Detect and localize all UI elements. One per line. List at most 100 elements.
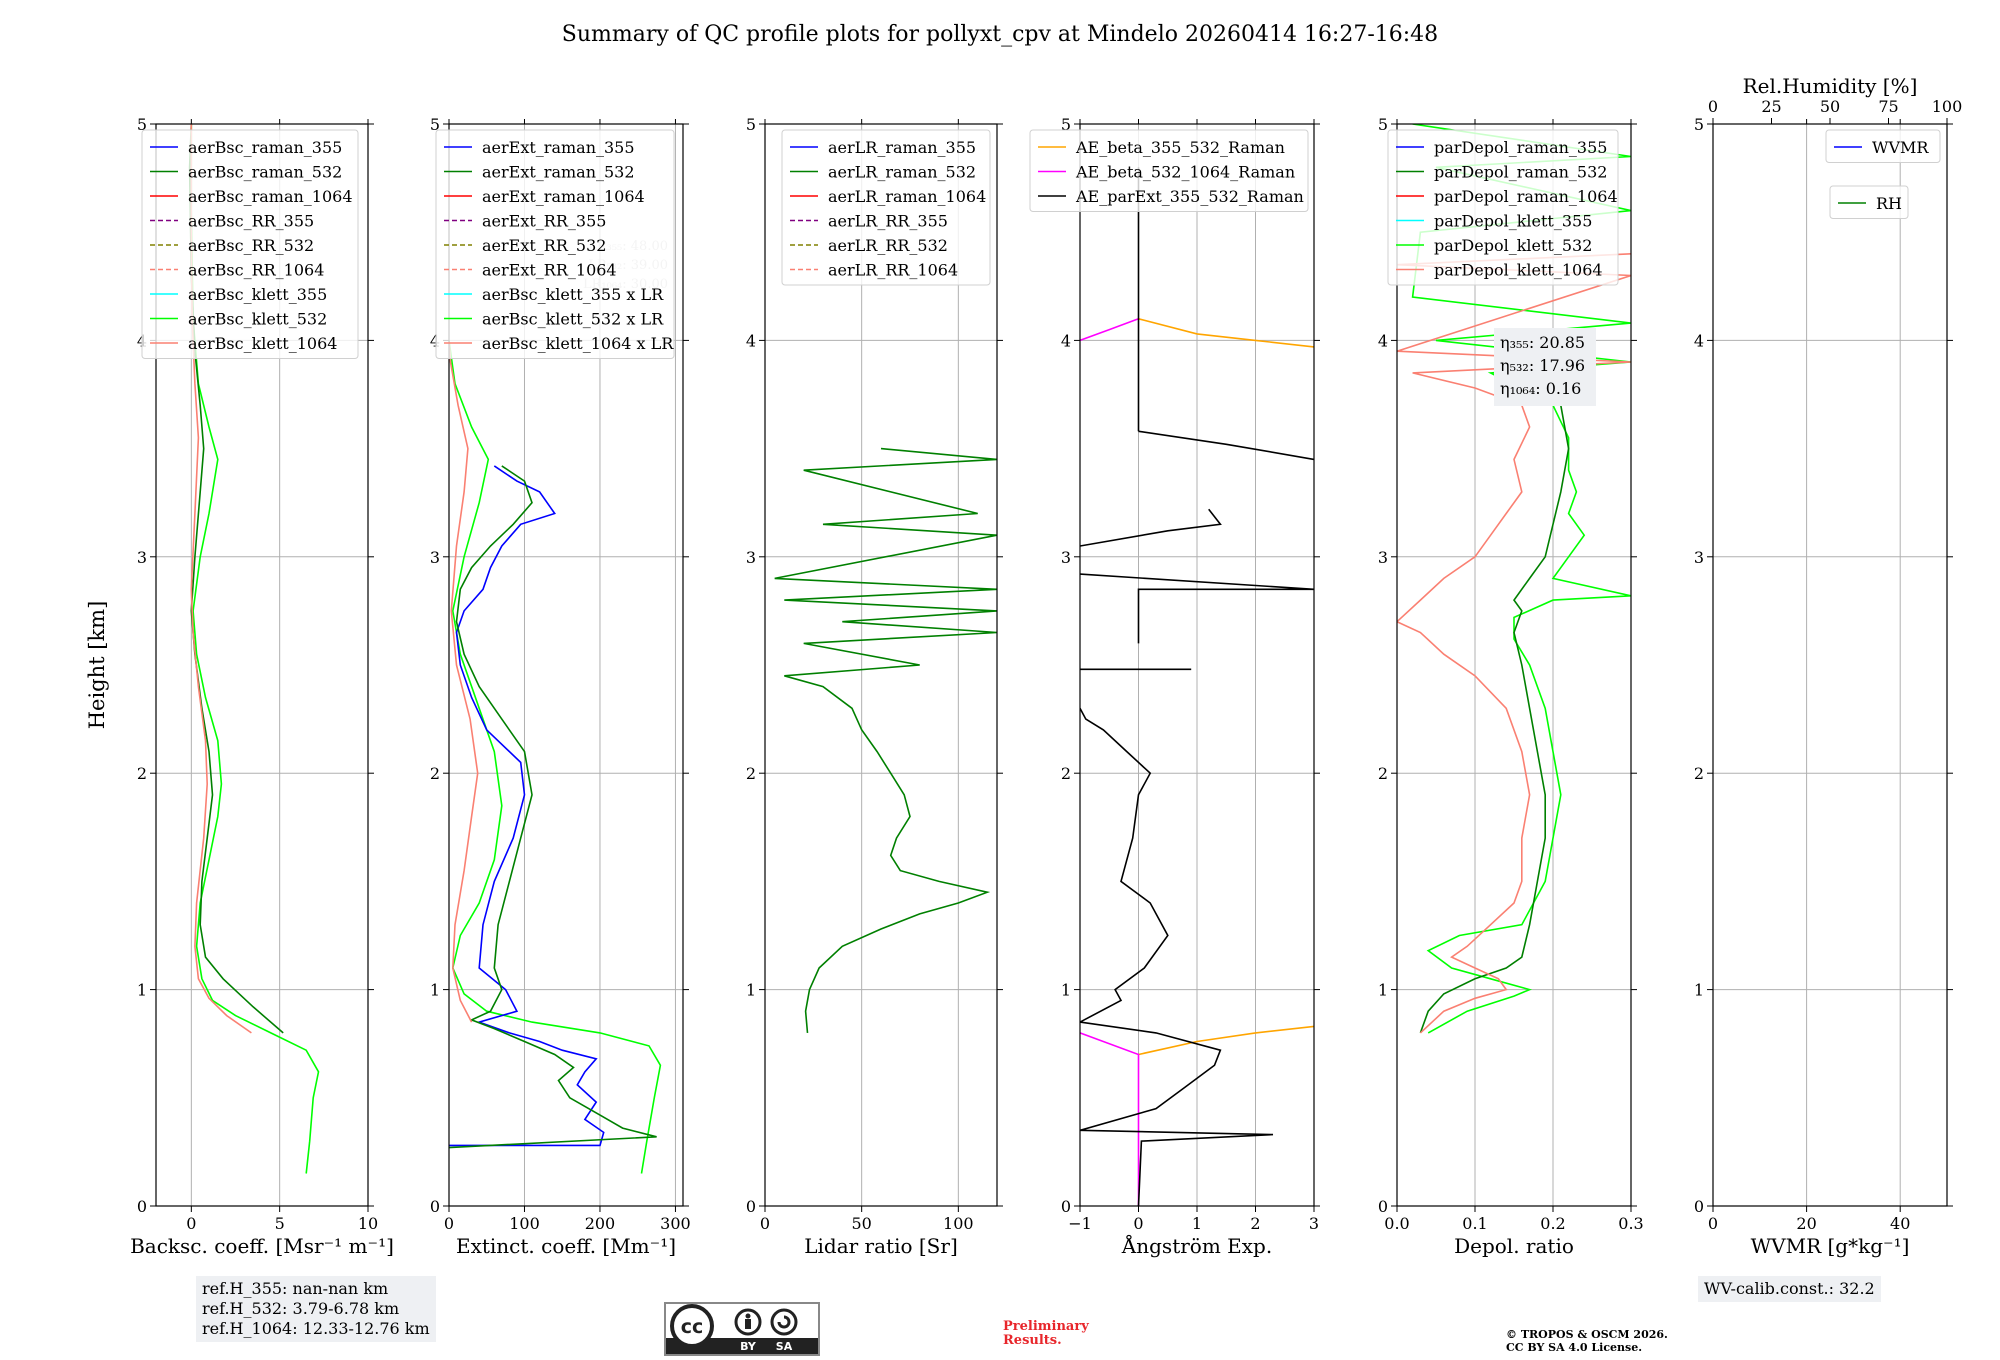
y-tick-label: 2 bbox=[1061, 764, 1071, 783]
legend-label: parDepol_raman_532 bbox=[1434, 163, 1607, 182]
series-line-AE_parExt_segment_6 bbox=[1138, 430, 1314, 461]
top-x-tick-label: 50 bbox=[1820, 97, 1840, 116]
y-tick-label: 2 bbox=[1694, 764, 1704, 783]
legend-label: parDepol_klett_1064 bbox=[1434, 261, 1603, 280]
legend: aerLR_raman_355 aerLR_raman_532 aerLR_rama… bbox=[781, 129, 991, 286]
legend-label: WVMR bbox=[1872, 138, 1929, 157]
y-tick-label: 0 bbox=[1378, 1197, 1388, 1216]
legend-label: aerBsc_raman_1064 bbox=[188, 187, 353, 206]
y-tick-label: 3 bbox=[1061, 548, 1071, 567]
legend-frame bbox=[781, 129, 991, 286]
axes-frame bbox=[1396, 123, 1632, 1207]
series-group bbox=[449, 340, 662, 1174]
legend-label: aerExt_RR_532 bbox=[482, 236, 606, 255]
y-tick-label: 5 bbox=[1694, 115, 1704, 134]
y-tick-label: 1 bbox=[430, 981, 440, 1000]
y-tick-label: 0 bbox=[137, 1197, 147, 1216]
x-tick-label: −1 bbox=[1068, 1214, 1092, 1233]
axes-frame bbox=[155, 123, 369, 1207]
legend-label: aerLR_raman_532 bbox=[828, 163, 976, 182]
top-x-axis-label: Rel.Humidity [%] bbox=[1743, 74, 1918, 98]
x-tick-label: 10 bbox=[358, 1214, 378, 1233]
panel-wv: 0 20 40 0 1 2 3 4 5 WVMR [g*kg⁻¹] 0 25 50 75 100 Rel.Hu… bbox=[1694, 74, 1962, 1258]
eta-note: η₃₅₅: 20.85 bbox=[1500, 333, 1585, 352]
legend-label: aerBsc_RR_532 bbox=[188, 236, 314, 255]
y-tick-label: 0 bbox=[746, 1197, 756, 1216]
legend-label: aerLR_RR_355 bbox=[828, 212, 948, 231]
legend-label: parDepol_raman_355 bbox=[1434, 138, 1607, 157]
y-tick-label: 3 bbox=[137, 548, 147, 567]
top-x-tick-label: 25 bbox=[1761, 97, 1781, 116]
wv-calib-box: WV-calib.const.: 32.2 bbox=[1698, 1276, 1881, 1302]
legend-label: AE_parExt_355_532_Raman bbox=[1075, 187, 1304, 206]
wv-calib-const: WV-calib.const.: 32.2 bbox=[1704, 1279, 1875, 1298]
x-tick-label: 100 bbox=[509, 1214, 540, 1233]
series-line-AE_beta_532_1064_Raman bbox=[1080, 1032, 1140, 1206]
eta-note: η₅₃₂: 17.96 bbox=[1500, 356, 1585, 375]
series-line-aerExt_raman_355 bbox=[449, 465, 605, 1147]
legend-label: aerBsc_RR_355 bbox=[188, 212, 314, 231]
y-tick-label: 5 bbox=[1061, 115, 1071, 134]
y-tick-label: 3 bbox=[430, 548, 440, 567]
preliminary-line-2: Results. bbox=[1003, 1333, 1062, 1348]
refh-1064: ref.H_1064: 12.33-12.76 km bbox=[202, 1319, 430, 1338]
legend: aerBsc_raman_355 aerBsc_raman_532 aerBsc_r… bbox=[141, 129, 359, 359]
y-tick-label: 2 bbox=[1378, 764, 1388, 783]
axes-frame bbox=[448, 123, 684, 1207]
legend-frame bbox=[435, 129, 675, 359]
legend-label: aerBsc_klett_1064 bbox=[188, 334, 337, 353]
legend-frame bbox=[1829, 185, 1909, 219]
reference-height-box: ref.H_355: nan-nan km ref.H_532: 3.79-6.… bbox=[196, 1276, 436, 1342]
series-line-AE_beta_355_532_Raman bbox=[1138, 1025, 1314, 1056]
x-tick-label: 3 bbox=[1309, 1214, 1319, 1233]
legend-label: aerExt_raman_355 bbox=[482, 138, 635, 157]
y-tick-label: 1 bbox=[1061, 981, 1071, 1000]
y-tick-label: 4 bbox=[1378, 331, 1388, 350]
eta-box-bg bbox=[1494, 328, 1596, 406]
axes-frame bbox=[764, 123, 998, 1207]
series-line-AE_parExt_segment_5 bbox=[1080, 508, 1222, 547]
y-tick-label: 4 bbox=[1061, 331, 1071, 350]
y-tick-label: 1 bbox=[1694, 981, 1704, 1000]
legend-label: RH bbox=[1876, 194, 1902, 213]
copyright-line-1: © TROPOS & OSCM 2026. bbox=[1506, 1328, 1668, 1341]
x-axis-label: Lidar ratio [Sr] bbox=[804, 1234, 958, 1258]
copyright-note: © TROPOS & OSCM 2026. CC BY SA 4.0 Licen… bbox=[1506, 1328, 1668, 1354]
series-group bbox=[1397, 124, 1631, 1034]
y-tick-label: 0 bbox=[1694, 1197, 1704, 1216]
legend-label: aerLR_raman_355 bbox=[828, 138, 976, 157]
x-tick-label: 1 bbox=[1192, 1214, 1202, 1233]
series-line-AE_beta_355_532_Raman_upper bbox=[1138, 318, 1314, 348]
series-line-AE_parExt_355_532_Raman bbox=[1080, 707, 1274, 1206]
axes-frame bbox=[1712, 123, 1948, 1207]
x-tick-label: 0.1 bbox=[1462, 1214, 1487, 1233]
series-line-parDepol_klett_532 bbox=[1411, 124, 1631, 1034]
x-axis-label: WVMR [g*kg⁻¹] bbox=[1751, 1234, 1910, 1258]
top-x-tick-label: 0 bbox=[1708, 97, 1718, 116]
y-tick-label: 0 bbox=[430, 1197, 440, 1216]
legend-frame bbox=[141, 129, 359, 359]
legend-label: aerBsc_klett_1064 x LR bbox=[482, 334, 674, 353]
legend-frame bbox=[1387, 129, 1619, 286]
x-tick-label: 0 bbox=[760, 1214, 770, 1233]
series-line-parDepol_klett_1064 bbox=[1397, 253, 1631, 1034]
eta-box: η₃₅₅: 20.85 η₅₃₂: 17.96 η₁₀₆₄: 0.16 bbox=[1494, 328, 1596, 406]
legend-label: aerExt_RR_1064 bbox=[482, 261, 617, 280]
y-tick-label: 5 bbox=[430, 115, 440, 134]
y-tick-label: 5 bbox=[137, 115, 147, 134]
copyright-line-2: CC BY SA 4.0 License. bbox=[1506, 1341, 1643, 1354]
legend: AE_beta_355_532_Raman AE_beta_532_1064_Ra… bbox=[1029, 129, 1309, 212]
series-line-aerBsc_klett_1064 x LR bbox=[449, 340, 479, 1023]
x-tick-label: 0 bbox=[444, 1214, 454, 1233]
y-tick-label: 2 bbox=[430, 764, 440, 783]
y-tick-label: 5 bbox=[1378, 115, 1388, 134]
series-group bbox=[774, 447, 997, 1033]
y-axis-label: Height [km] bbox=[85, 601, 109, 730]
x-tick-label: 100 bbox=[943, 1214, 974, 1233]
x-tick-label: 0.2 bbox=[1540, 1214, 1565, 1233]
x-tick-label: 0 bbox=[1133, 1214, 1143, 1233]
legend-label: aerBsc_raman_355 bbox=[188, 138, 342, 157]
top-x-tick-label: 100 bbox=[1932, 97, 1963, 116]
